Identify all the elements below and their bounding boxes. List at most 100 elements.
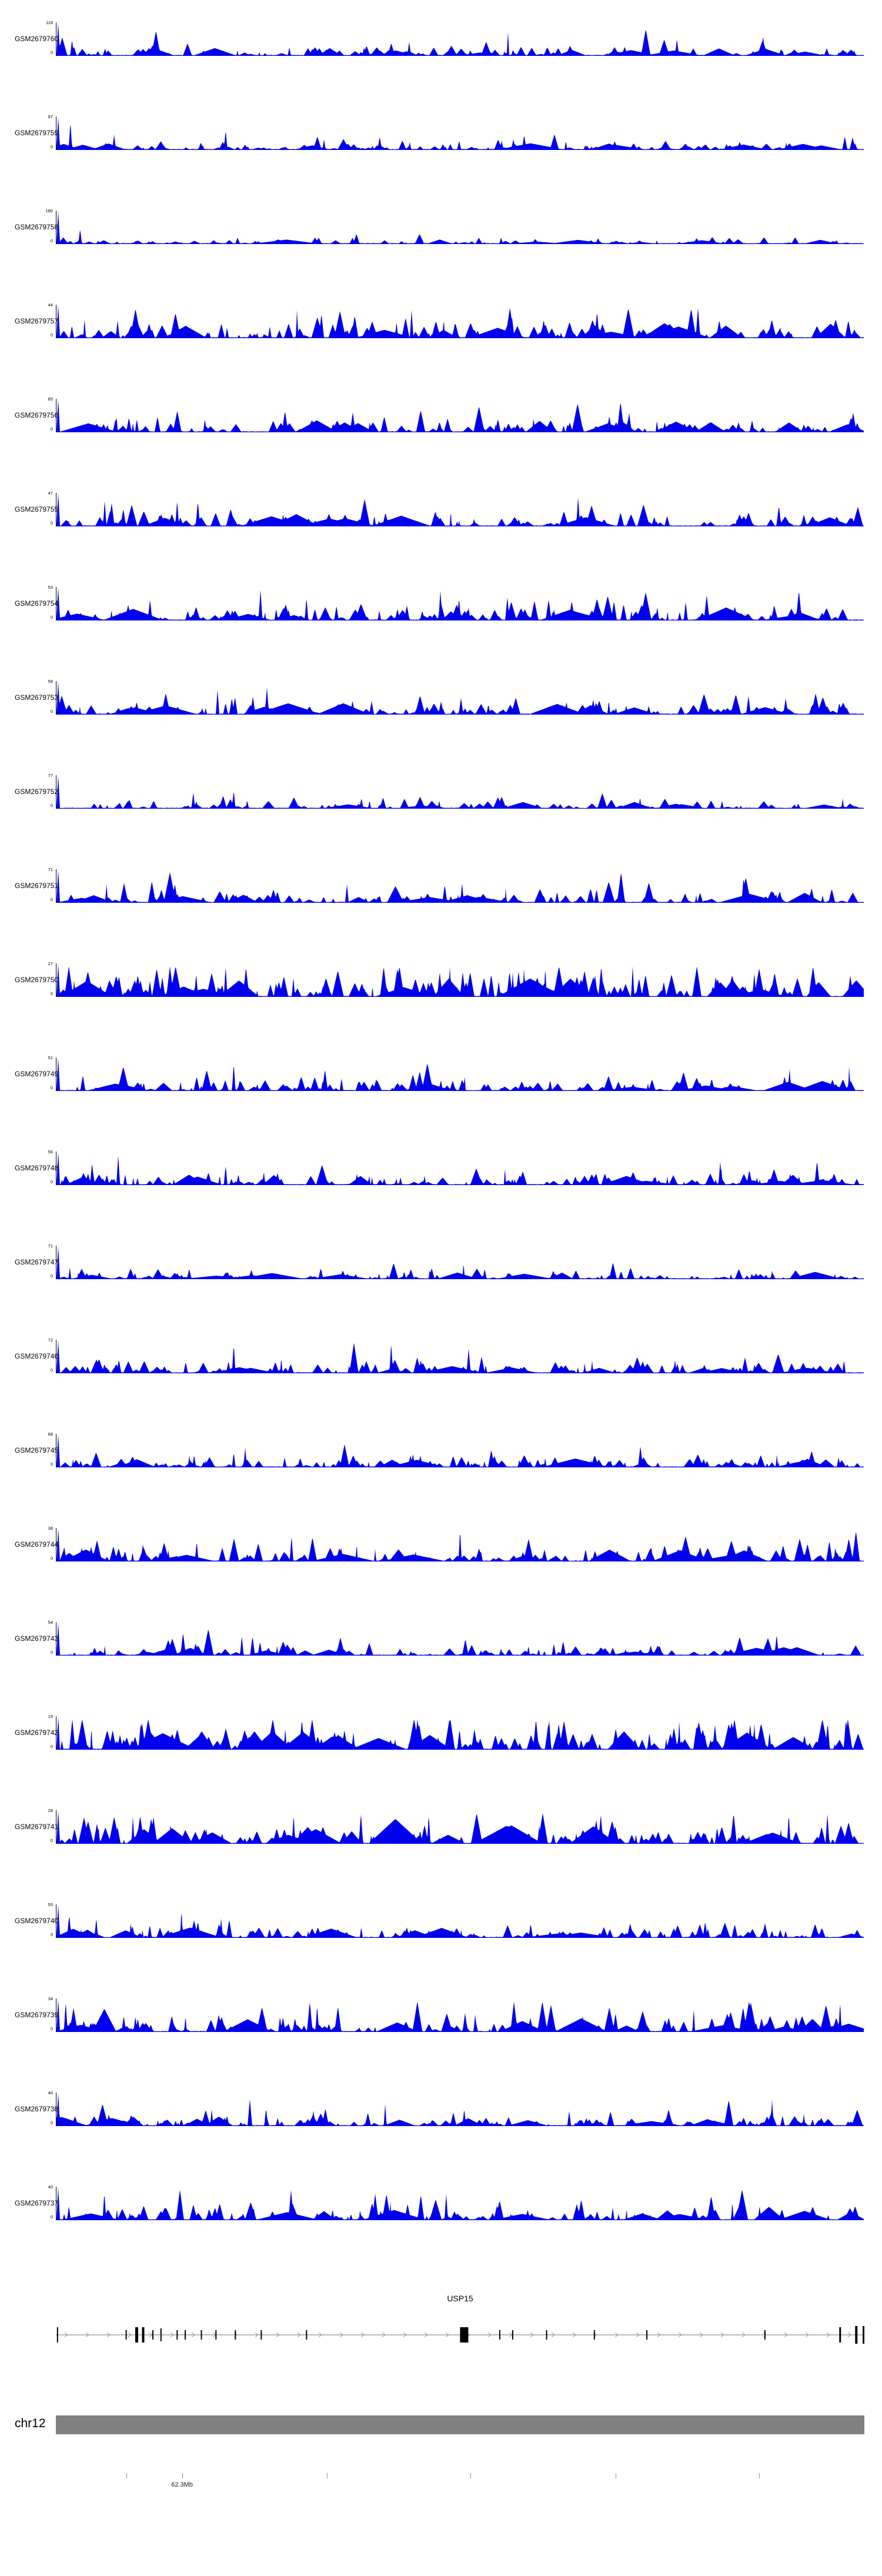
strand-arrow <box>318 2332 322 2338</box>
track-row: GSM2679756 85 0 <box>0 397 882 491</box>
y-axis-max-label: 40 <box>48 2184 53 2190</box>
y-axis-max-label: 85 <box>48 396 53 402</box>
y-axis-zero-label: 0 <box>50 803 53 808</box>
exon-block <box>764 2330 766 2340</box>
track-label: GSM2679748 <box>15 1164 59 1172</box>
track-label: GSM2679756 <box>15 411 59 419</box>
coverage-signal-plot <box>56 1528 864 1561</box>
y-axis-max-label: 180 <box>45 208 53 213</box>
strand-arrow <box>382 2332 386 2338</box>
y-axis-zero-label: 0 <box>50 1367 53 1373</box>
y-axis-zero-label: 0 <box>50 520 53 526</box>
y-axis-zero-label: 0 <box>50 991 53 996</box>
exon-block <box>855 2326 858 2344</box>
coverage-area <box>56 776 864 809</box>
coverage-signal-plot <box>56 305 864 338</box>
genome-axis: 62.3Mb <box>0 2455 882 2514</box>
exon-block <box>499 2330 500 2340</box>
coverage-signal-plot <box>56 1998 864 2032</box>
y-axis-max-label: 44 <box>48 302 53 308</box>
gene-name-label: USP15 <box>447 2294 473 2303</box>
gene-model-track: USP15 <box>0 2288 882 2382</box>
coverage-signal-plot <box>56 1810 864 1844</box>
axis-tick <box>470 2473 472 2478</box>
strand-arrow <box>530 2332 534 2338</box>
exon-block <box>135 2327 138 2343</box>
coverage-area <box>56 305 864 338</box>
coverage-signal-plot <box>56 493 864 526</box>
y-axis-zero-label: 0 <box>50 50 53 55</box>
y-axis-zero-label: 0 <box>50 2026 53 2031</box>
exon-block <box>839 2327 841 2343</box>
strand-arrow <box>678 2332 682 2338</box>
coverage-signal-plot <box>56 399 864 432</box>
coverage-signal-plot <box>56 2093 864 2126</box>
y-axis-zero-label: 0 <box>50 238 53 243</box>
gene-structure-diagram <box>56 2326 864 2344</box>
exon-block <box>152 2330 153 2340</box>
coverage-area <box>56 493 864 526</box>
y-axis-max-label: 53 <box>48 585 53 590</box>
y-axis-max-label: 71 <box>48 1243 53 1249</box>
coverage-signal-plot <box>56 1340 864 1373</box>
exon-block <box>201 2330 202 2340</box>
track-row: GSM2679738 46 0 <box>0 2091 882 2185</box>
y-axis-max-label: 68 <box>48 1432 53 1437</box>
strand-arrow <box>191 2332 195 2338</box>
exon-block <box>125 2330 127 2340</box>
track-row: GSM2679747 71 0 <box>0 1244 882 1338</box>
y-axis-max-label: 55 <box>48 1902 53 1907</box>
y-axis-zero-label: 0 <box>50 2214 53 2220</box>
exon-block <box>185 2330 186 2340</box>
coverage-signal-plot <box>56 1152 864 1185</box>
exon-block <box>460 2327 469 2343</box>
strand-arrow <box>614 2332 619 2338</box>
coverage-signal-plot <box>56 869 864 903</box>
strand-arrow <box>276 2332 280 2338</box>
track-label: GSM2679757 <box>15 317 59 325</box>
coverage-signal-plot <box>56 587 864 620</box>
coverage-signal-plot <box>56 2187 864 2220</box>
y-axis-max-label: 34 <box>48 1996 53 2001</box>
track-label: GSM2679759 <box>15 129 59 137</box>
y-axis-zero-label: 0 <box>50 1556 53 1561</box>
track-row: GSM2679760 118 0 <box>0 21 882 115</box>
y-axis-max-label: 58 <box>48 679 53 684</box>
strand-arrow <box>720 2332 724 2338</box>
coverage-signal-plot <box>56 22 864 56</box>
track-label: GSM2679749 <box>15 1070 59 1078</box>
axis-tick <box>182 2473 183 2478</box>
coverage-area <box>56 588 864 620</box>
exon-block <box>176 2330 178 2340</box>
coverage-signal-plot <box>56 1434 864 1467</box>
chromosome-ideogram-bar <box>56 2415 864 2434</box>
coverage-signal-plot <box>56 116 864 150</box>
signal-tracks-container: GSM2679760 118 0 GSM2679759 97 0 GSM2679758 180… <box>0 21 882 2220</box>
coverage-area <box>56 1529 864 1561</box>
coverage-area <box>56 2093 864 2126</box>
track-label: GSM2679745 <box>15 1446 59 1454</box>
y-axis-zero-label: 0 <box>50 709 53 714</box>
coverage-area <box>56 2187 864 2220</box>
coverage-signal-plot <box>56 1904 864 1938</box>
y-axis-zero-label: 0 <box>50 1461 53 1467</box>
coverage-area <box>56 1905 864 1938</box>
track-row: GSM2679739 34 0 <box>0 1997 882 2091</box>
strand-arrow <box>339 2332 343 2338</box>
strand-arrow <box>805 2332 809 2338</box>
coverage-area <box>56 682 864 715</box>
track-row: GSM2679746 72 0 <box>0 1338 882 1432</box>
coverage-signal-plot <box>56 211 864 244</box>
strand-arrow <box>360 2332 365 2338</box>
strand-arrow <box>297 2332 301 2338</box>
track-row: GSM2679751 71 0 <box>0 867 882 962</box>
track-label: GSM2679750 <box>15 976 59 984</box>
track-row: GSM2679759 97 0 <box>0 115 882 209</box>
coverage-signal-plot <box>56 681 864 715</box>
strand-arrow <box>106 2332 111 2338</box>
y-axis-max-label: 72 <box>48 1337 53 1343</box>
track-label: GSM2679739 <box>15 2011 59 2019</box>
coverage-area <box>56 23 864 56</box>
strand-arrow <box>424 2332 428 2338</box>
chromosome-label: chr12 <box>15 2417 46 2430</box>
